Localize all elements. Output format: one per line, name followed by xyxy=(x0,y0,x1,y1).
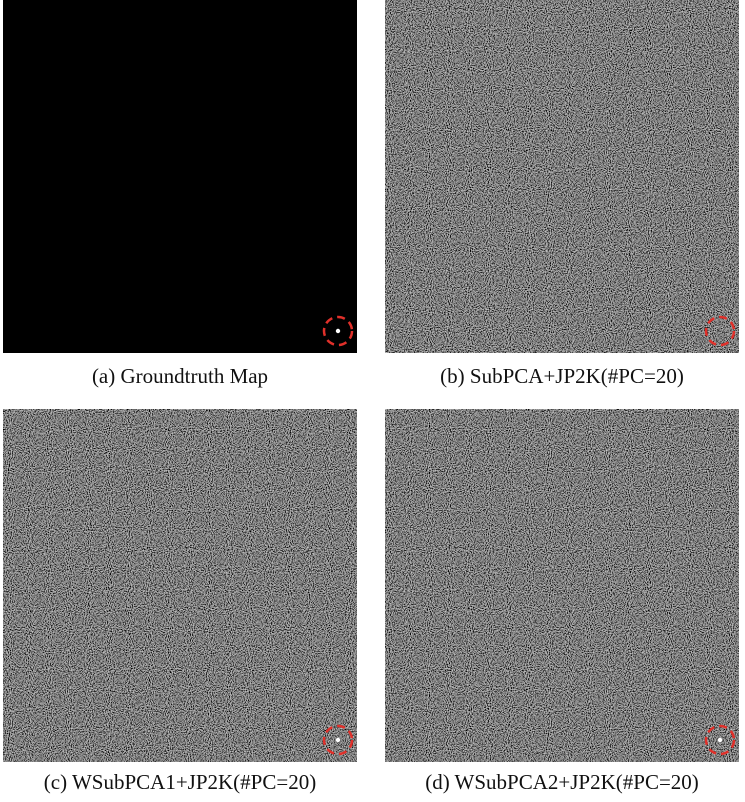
caption: (c) WSubPCA1+JP2K(#PC=20) xyxy=(44,770,316,794)
target-dot xyxy=(336,329,340,333)
noise xyxy=(385,0,739,353)
target-dot xyxy=(336,738,340,742)
caption: (a) Groundtruth Map xyxy=(92,364,268,388)
noise xyxy=(3,409,357,762)
caption: (d) WSubPCA2+JP2K(#PC=20) xyxy=(425,770,699,794)
caption: (b) SubPCA+JP2K(#PC=20) xyxy=(440,364,684,388)
panel-image xyxy=(3,0,357,353)
figure: (a) Groundtruth Map (b) SubPCA+JP2K(#PC=2… xyxy=(0,0,745,802)
noise xyxy=(385,409,739,762)
target-dot xyxy=(718,738,722,742)
